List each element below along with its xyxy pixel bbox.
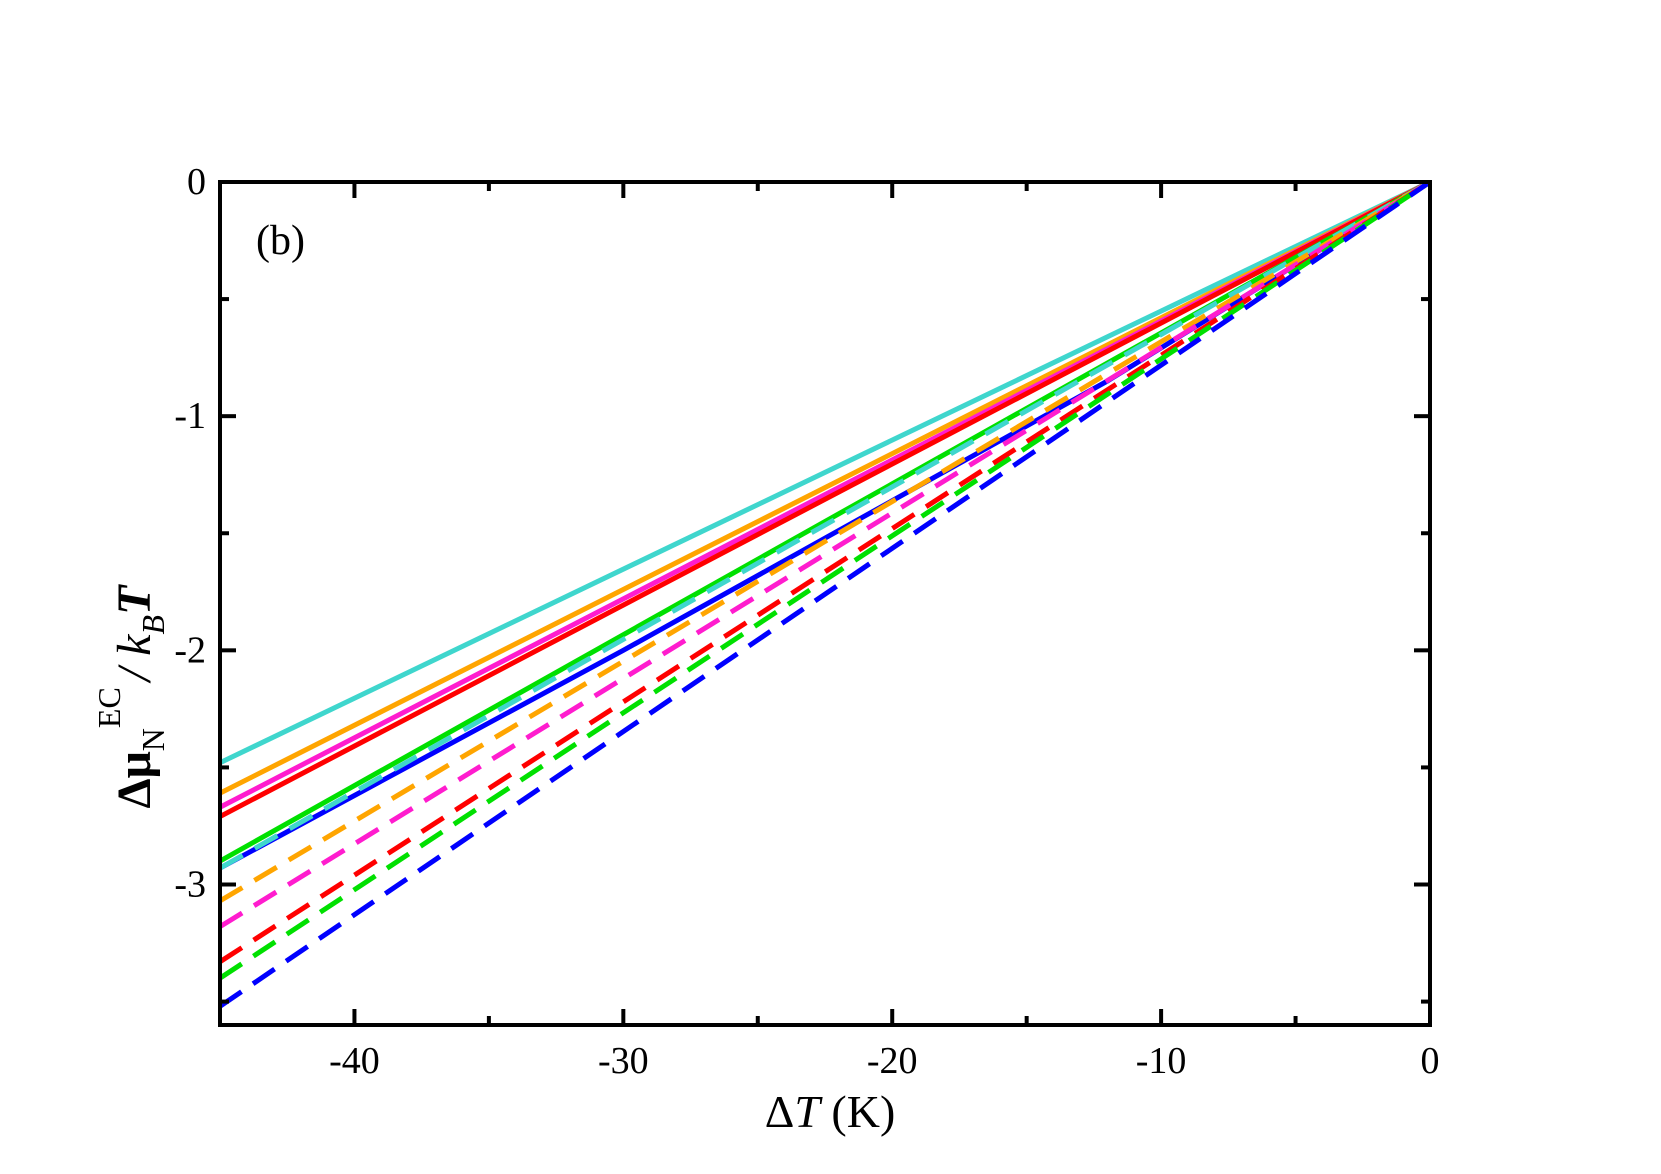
x-tick-label: -20 [867, 1040, 918, 1082]
y-axis-label-prefix: Δμ [108, 751, 161, 808]
x-axis-label-variable: T [794, 1086, 823, 1137]
series-line-12-dashed [220, 182, 1430, 1009]
series-line-7-dashed [220, 182, 1430, 871]
panel-label: (b) [256, 218, 305, 264]
series-line-10-dashed [220, 182, 1430, 964]
series-line-8-dashed [220, 182, 1430, 904]
y-axis-label-variable: T [108, 584, 161, 615]
y-axis-label-sub2: B [135, 615, 171, 635]
series-layer [220, 182, 1430, 1009]
x-tick-label: -10 [1136, 1040, 1187, 1082]
series-line-11-dashed [220, 182, 1430, 981]
y-axis-label-mid: / k [108, 633, 161, 684]
tick-layer: -40 -30 -20 -10 0-3-2-10 [174, 161, 1439, 1082]
x-axis-label-prefix: Δ [765, 1086, 795, 1137]
x-axis-label: ΔT (K) [765, 1086, 896, 1137]
x-tick-label: 0 [1421, 1040, 1440, 1082]
series-line-9-dashed [220, 182, 1430, 929]
y-axis-label-sub: N [135, 728, 171, 751]
y-axis-label-text: ΔμN EC/ kBT [91, 584, 171, 809]
plot-frame [218, 180, 1432, 1027]
series-line-4-solid [220, 182, 1430, 819]
series-line-5-solid [220, 182, 1430, 864]
series-line-1-solid [220, 182, 1430, 765]
y-tick-label: 0 [187, 161, 206, 203]
x-axis-label-unit: (K) [820, 1086, 895, 1137]
y-tick-label: -1 [174, 395, 206, 437]
y-axis-label-sup: EC [91, 687, 127, 728]
y-axis-label: ΔμN EC/ kBT [91, 584, 171, 809]
y-tick-label: -2 [174, 629, 206, 671]
series-line-6-solid [220, 182, 1430, 871]
x-tick-label: -30 [598, 1040, 649, 1082]
y-tick-label: -3 [174, 864, 206, 906]
x-tick-label: -40 [329, 1040, 380, 1082]
